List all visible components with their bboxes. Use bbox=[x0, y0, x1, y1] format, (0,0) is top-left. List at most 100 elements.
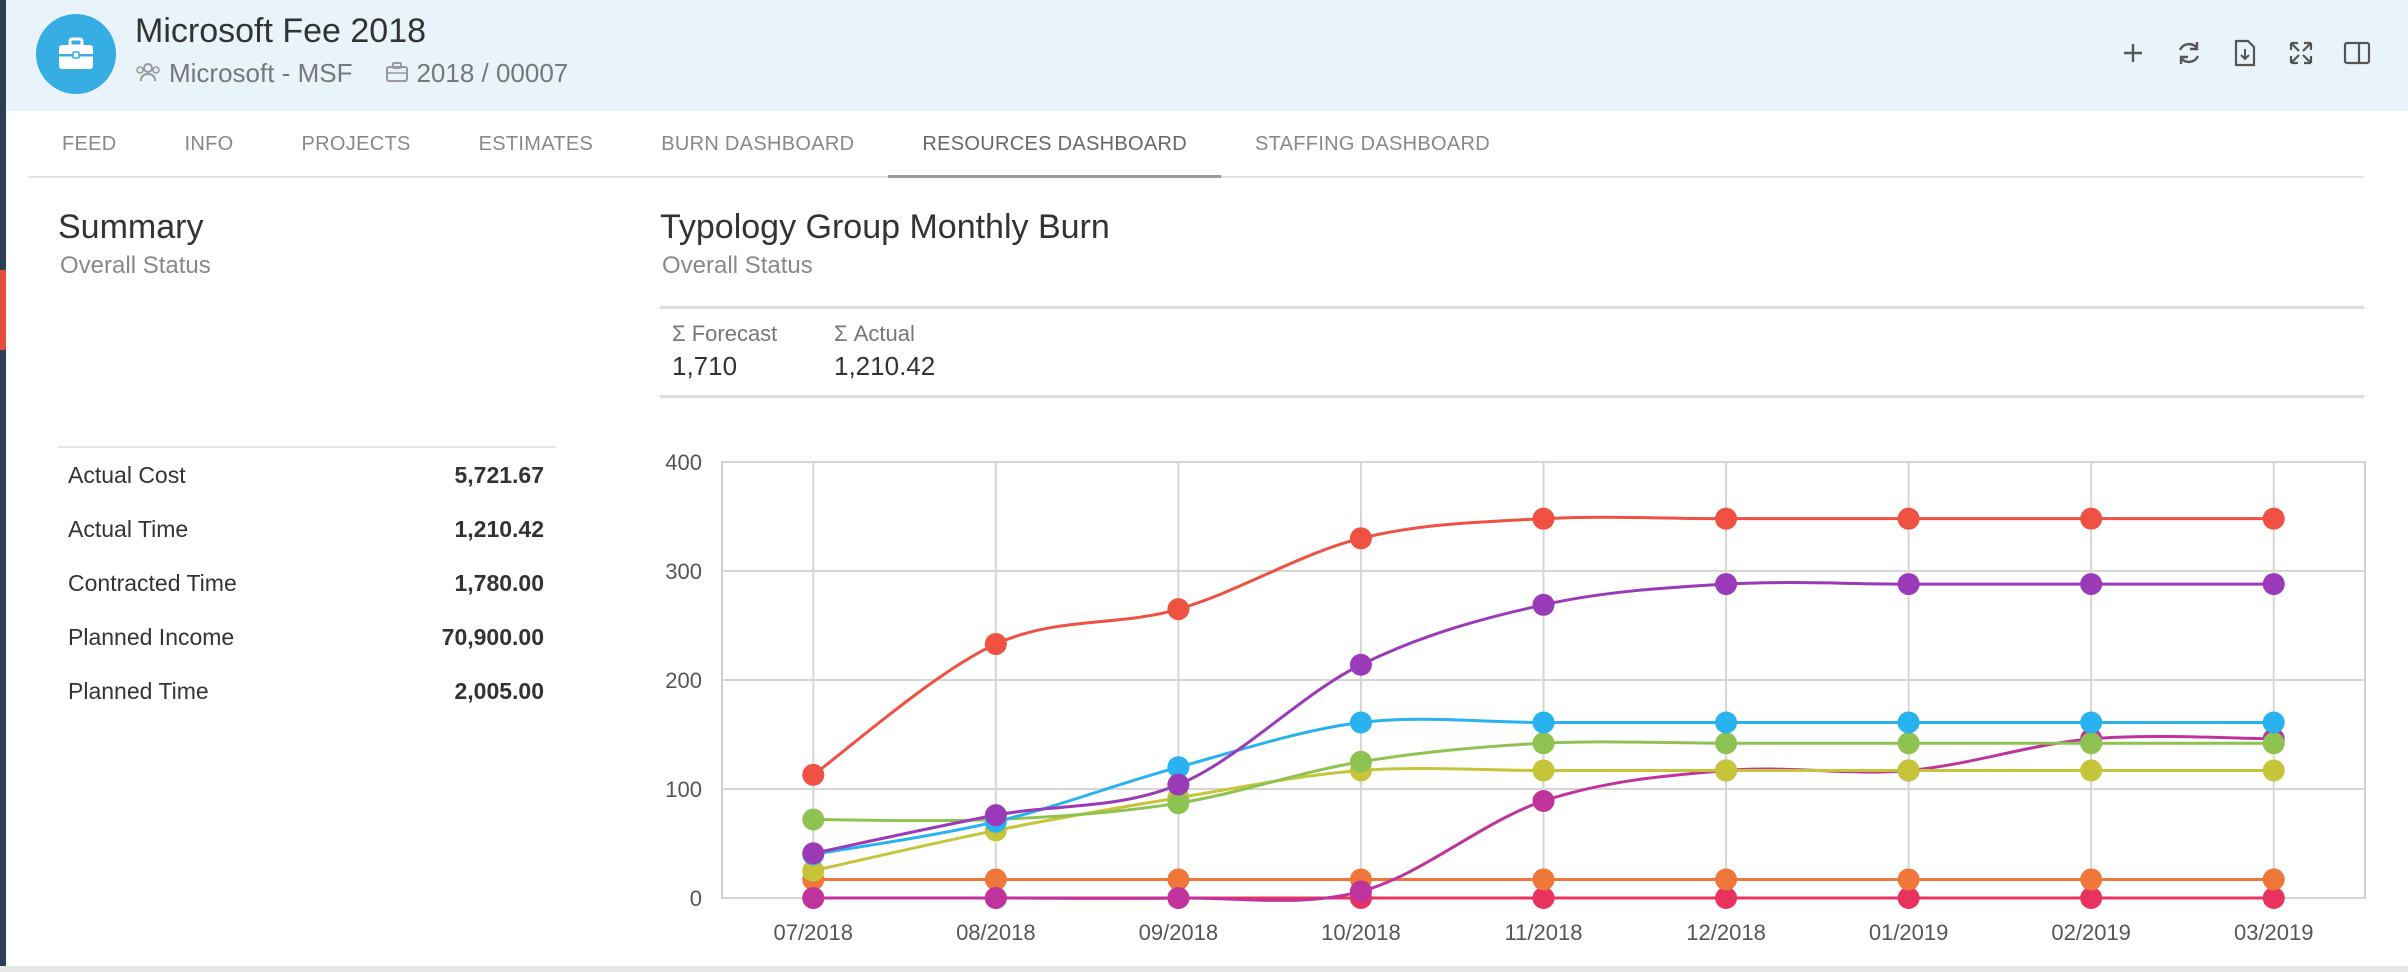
summary-value: 2,005.00 bbox=[454, 677, 544, 704]
tab-resources-dashboard[interactable]: RESOURCES DASHBOARD bbox=[888, 112, 1221, 178]
data-point bbox=[2080, 507, 2103, 530]
summary-value: 1,780.00 bbox=[454, 569, 544, 596]
x-tick-label: 01/2019 bbox=[1869, 920, 1949, 945]
data-point bbox=[802, 763, 825, 786]
summary-table: Actual Cost 5,721.67 Actual Time 1,210.42 … bbox=[58, 446, 556, 718]
tab-staffing-dashboard[interactable]: STAFFING DASHBOARD bbox=[1254, 133, 1491, 155]
plus-icon[interactable] bbox=[2118, 38, 2148, 68]
summary-value: 5,721.67 bbox=[454, 461, 544, 488]
data-point bbox=[802, 859, 825, 882]
data-point bbox=[2262, 868, 2285, 891]
y-tick-label: 400 bbox=[665, 450, 702, 475]
data-point bbox=[2080, 868, 2103, 891]
data-point bbox=[1715, 732, 1738, 755]
client-group-icon bbox=[135, 58, 161, 89]
briefcase-icon[interactable] bbox=[36, 14, 116, 94]
split-view-icon[interactable] bbox=[2342, 38, 2372, 68]
data-point bbox=[1532, 711, 1555, 734]
tab-estimates[interactable]: ESTIMATES bbox=[478, 133, 594, 155]
x-tick-label: 08/2018 bbox=[956, 920, 1036, 945]
data-point bbox=[1715, 759, 1738, 782]
side-rail-accent bbox=[0, 270, 6, 350]
app-side-rail bbox=[0, 0, 6, 972]
summary-value: 1,210.42 bbox=[454, 515, 544, 542]
summary-label: Actual Time bbox=[68, 515, 189, 542]
data-point bbox=[1167, 773, 1190, 796]
summary-label: Contracted Time bbox=[68, 569, 237, 596]
data-point bbox=[984, 633, 1007, 656]
x-tick-label: 10/2018 bbox=[1321, 920, 1401, 945]
data-point bbox=[2262, 732, 2285, 755]
x-tick-label: 02/2019 bbox=[2051, 920, 2131, 945]
data-point bbox=[1532, 887, 1555, 909]
burn-chart-title: Typology Group Monthly Burn bbox=[660, 208, 1110, 246]
data-point bbox=[1349, 711, 1372, 734]
data-point bbox=[1897, 732, 1920, 755]
burn-chart-subtitle: Overall Status bbox=[662, 252, 813, 279]
summary-label: Planned Time bbox=[68, 677, 209, 704]
expand-icon[interactable] bbox=[2286, 38, 2316, 68]
data-point bbox=[1532, 507, 1555, 530]
actual-label: Σ Actual bbox=[834, 321, 915, 346]
contract-code: 2018 / 00007 bbox=[416, 58, 569, 88]
data-point bbox=[1715, 711, 1738, 734]
data-point bbox=[1715, 887, 1738, 909]
summary-row-actual-cost: Actual Cost 5,721.67 bbox=[58, 448, 556, 502]
data-point bbox=[1349, 880, 1372, 903]
actual-value: 1,210.42 bbox=[834, 351, 936, 381]
data-point bbox=[802, 887, 825, 909]
x-tick-label: 03/2019 bbox=[2234, 920, 2314, 945]
data-point bbox=[802, 842, 825, 865]
tab-burn-dashboard[interactable]: BURN DASHBOARD bbox=[661, 133, 855, 155]
data-point bbox=[2262, 507, 2285, 530]
summary-subtitle: Overall Status bbox=[60, 252, 211, 279]
data-point bbox=[1715, 573, 1738, 596]
x-tick-label: 11/2018 bbox=[1505, 920, 1583, 945]
data-point bbox=[1349, 750, 1372, 773]
data-point bbox=[1532, 593, 1555, 616]
summary-row-contracted-time: Contracted Time 1,780.00 bbox=[58, 556, 556, 610]
client-name[interactable]: Microsoft - MSF bbox=[169, 58, 353, 88]
summary-value: 70,900.00 bbox=[441, 623, 544, 650]
summary-row-planned-time: Planned Time 2,005.00 bbox=[58, 664, 556, 718]
y-tick-label: 300 bbox=[665, 559, 702, 584]
data-point bbox=[1532, 759, 1555, 782]
data-point bbox=[802, 808, 825, 831]
y-tick-label: 0 bbox=[690, 886, 702, 911]
forecast-value: 1,710 bbox=[672, 351, 738, 381]
data-point bbox=[1167, 598, 1190, 621]
data-point bbox=[2080, 887, 2103, 909]
data-point bbox=[1349, 527, 1372, 550]
tab-projects[interactable]: PROJECTS bbox=[301, 133, 411, 155]
record-header: Microsoft Fee 2018 Microsoft - MSF 2018 … bbox=[6, 0, 2408, 111]
tab-bar: FEED INFO PROJECTS ESTIMATES BURN DASHBO… bbox=[28, 112, 2364, 178]
burn-totals: Σ Forecast 1,710 Σ Actual 1,210.42 bbox=[660, 306, 2364, 398]
summary-row-planned-income: Planned Income 70,900.00 bbox=[58, 610, 556, 664]
tab-feed[interactable]: FEED bbox=[62, 133, 117, 155]
data-point bbox=[1167, 868, 1190, 891]
data-point bbox=[2080, 732, 2103, 755]
record-title: Microsoft Fee 2018 bbox=[135, 12, 427, 50]
data-point bbox=[1167, 792, 1190, 815]
data-point bbox=[984, 887, 1007, 909]
data-point bbox=[2080, 759, 2103, 782]
export-icon[interactable] bbox=[2230, 38, 2260, 68]
x-tick-label: 12/2018 bbox=[1686, 920, 1766, 945]
tab-info[interactable]: INFO bbox=[184, 133, 234, 155]
data-point bbox=[2080, 573, 2103, 596]
y-tick-label: 100 bbox=[665, 777, 702, 802]
data-point bbox=[1532, 868, 1555, 891]
data-point bbox=[1715, 507, 1738, 530]
data-point bbox=[984, 868, 1007, 891]
x-tick-label: 09/2018 bbox=[1139, 920, 1219, 945]
forecast-label: Σ Forecast bbox=[672, 321, 778, 346]
data-point bbox=[1897, 507, 1920, 530]
data-point bbox=[1715, 868, 1738, 891]
page-bottom-border bbox=[0, 966, 2408, 972]
data-point bbox=[2262, 759, 2285, 782]
refresh-icon[interactable] bbox=[2174, 38, 2204, 68]
data-point bbox=[1897, 711, 1920, 734]
data-point bbox=[2262, 887, 2285, 909]
data-point bbox=[1897, 868, 1920, 891]
summary-label: Planned Income bbox=[68, 623, 235, 650]
